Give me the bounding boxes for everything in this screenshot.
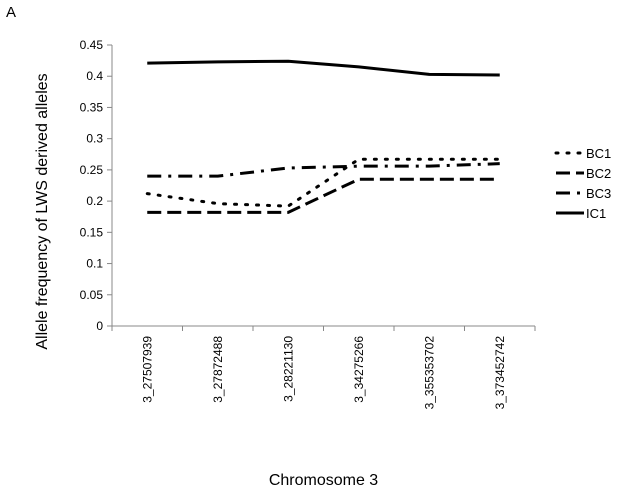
series-lines: [145, 59, 502, 214]
y-tick-label: 0: [96, 319, 103, 333]
x-tick-label: 3_27507939: [140, 336, 154, 403]
x-tick-label: 3_355353702: [422, 336, 436, 410]
series-line-bc2: [147, 177, 500, 214]
legend-label: BC2: [586, 166, 611, 181]
y-axis-label: Allele frequency of LWS derived alleles: [34, 73, 51, 349]
y-tick-label: 0.45: [80, 38, 104, 52]
y-tick-label: 0.4: [86, 69, 103, 83]
series-line-bc1: [145, 157, 502, 208]
panel-label: A: [6, 4, 17, 21]
y-tick-label: 0.1: [86, 257, 103, 271]
legend-item-bc3: BC3: [556, 186, 611, 201]
legend-item-bc1: BC1: [554, 146, 611, 161]
y-tick-label: 0.25: [80, 163, 104, 177]
y-tick-label: 0.3: [86, 132, 103, 146]
legend-label: IC1: [586, 206, 606, 221]
legend-label: BC3: [586, 186, 611, 201]
x-tick-label: 3_373452742: [493, 336, 507, 410]
y-axis: 0 0.05 0.1 0.15 0.2 0.25 0.3 0.35 0.4 0.45: [80, 38, 113, 333]
y-tick-label: 0.2: [86, 194, 103, 208]
legend-item-bc2: BC2: [556, 166, 611, 181]
y-tick-label: 0.15: [80, 225, 104, 239]
legend-item-ic1: IC1: [556, 206, 606, 221]
y-tick-label: 0.05: [80, 288, 104, 302]
y-tick-label: 0.35: [80, 100, 104, 114]
series-line-ic1: [147, 59, 500, 77]
legend: BC1 BC2 BC3 IC1: [554, 146, 611, 221]
x-axis: 3_27507939 3_27872488 3_28221130 3_34275266…: [111, 325, 536, 410]
x-tick-label: 3_28221130: [281, 336, 295, 402]
legend-label: BC1: [586, 146, 611, 161]
x-tick-label: 3_27872488: [211, 336, 225, 403]
series-line-bc3: [147, 162, 500, 178]
x-tick-label: 3_34275266: [352, 336, 366, 403]
x-axis-label: Chromosome 3: [269, 472, 378, 489]
